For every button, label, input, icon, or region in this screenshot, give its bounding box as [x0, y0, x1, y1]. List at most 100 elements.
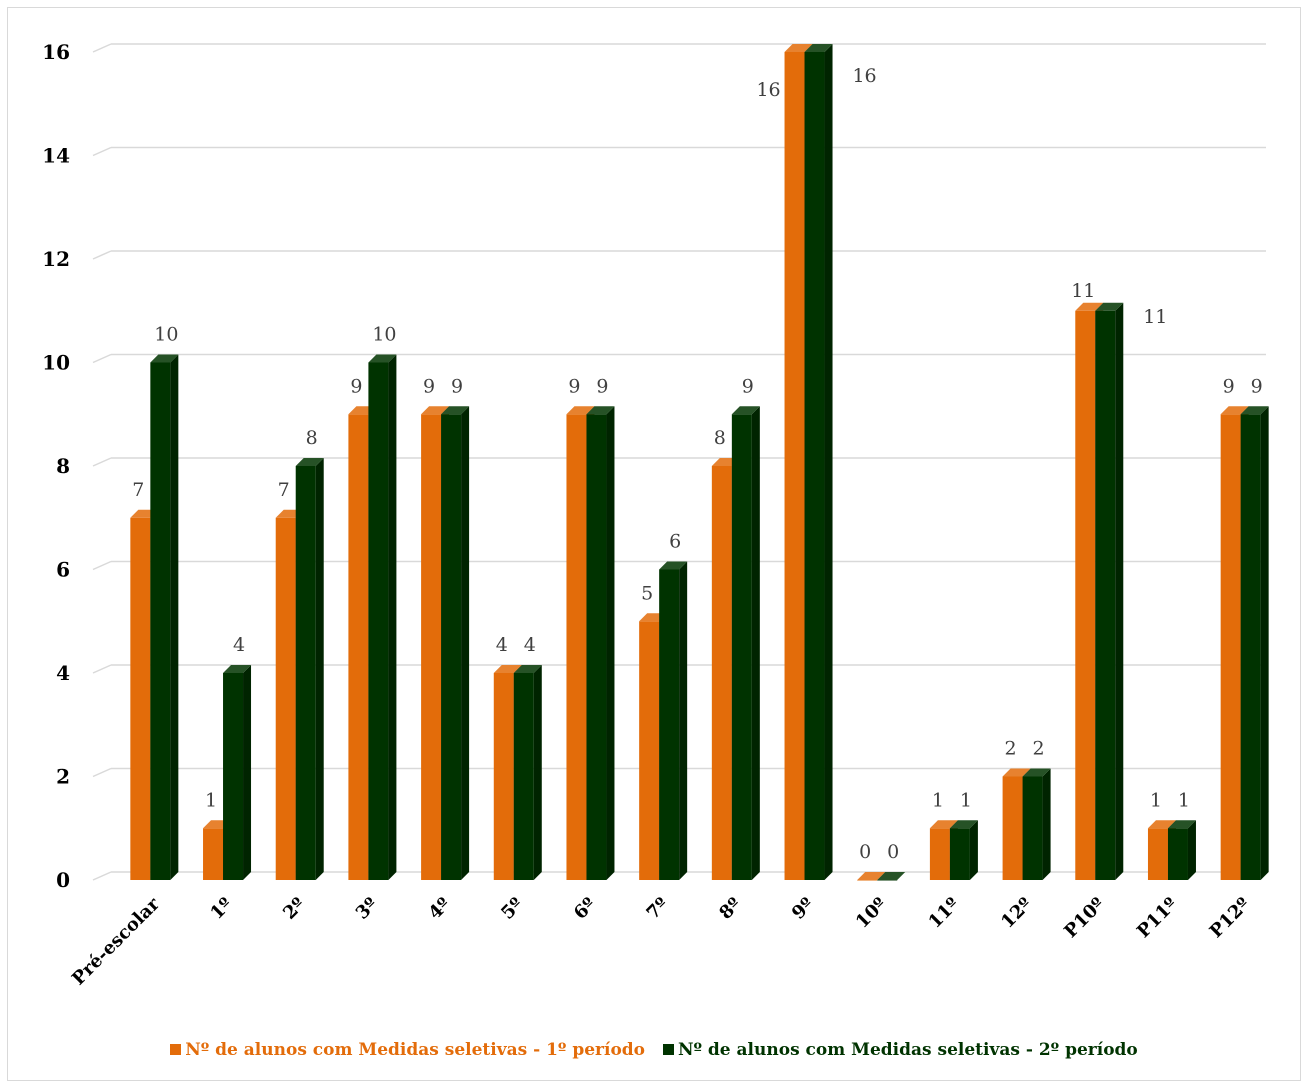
bar-top: [566, 406, 595, 415]
bar: [659, 569, 680, 880]
y-tick-label: 12: [42, 247, 70, 271]
bar: [203, 828, 224, 880]
legend-swatch-period-2: [662, 1044, 674, 1055]
data-label: 4: [496, 634, 508, 656]
bar: [130, 517, 151, 880]
gridline-depth: [92, 560, 112, 571]
data-label: 16: [852, 65, 876, 87]
x-tick-label: 11º: [925, 894, 964, 933]
y-tick-label: 6: [56, 558, 70, 582]
bar: [711, 466, 732, 880]
bar: [493, 673, 514, 880]
x-tick-label: 4º: [425, 894, 455, 924]
legend-item-period-1: Nº de alunos com Medidas seletivas - 1º …: [170, 1040, 645, 1060]
bar-top: [1095, 302, 1124, 311]
data-label: 6: [669, 531, 681, 553]
bar: [295, 466, 316, 880]
data-label: 1: [1150, 789, 1162, 811]
bar-side: [388, 354, 397, 880]
x-tick-label: 7º: [643, 894, 673, 924]
bar-top: [1147, 820, 1176, 829]
bar: [804, 52, 825, 880]
data-label: 9: [568, 375, 580, 397]
legend: Nº de alunos com Medidas seletivas - 1º …: [0, 1040, 1308, 1060]
y-tick-label: 16: [42, 40, 70, 64]
bar: [566, 414, 587, 880]
bar: [368, 362, 389, 880]
y-tick-label: 8: [56, 454, 70, 478]
gridline-depth: [92, 664, 112, 674]
bar-top: [441, 406, 470, 415]
x-tick-label: 8º: [715, 894, 745, 924]
bar: [1220, 414, 1241, 880]
bar-side: [461, 406, 470, 880]
data-label: 1: [205, 789, 217, 811]
bar-top: [1022, 768, 1051, 777]
x-tick-label: 9º: [788, 894, 818, 924]
data-label: 7: [278, 479, 290, 501]
data-label: 1: [1178, 789, 1190, 811]
x-tick-label: 1º: [206, 894, 236, 924]
bar: [639, 621, 660, 880]
data-label: 2: [1033, 738, 1045, 760]
bar-top: [784, 44, 813, 52]
bar: [1167, 828, 1188, 880]
bar-top: [150, 354, 179, 363]
data-label: 8: [714, 427, 726, 449]
bar: [586, 414, 607, 880]
bar-top: [223, 665, 252, 673]
gridline-depth: [92, 353, 112, 364]
bar-side: [170, 354, 179, 880]
x-tick-label: 5º: [497, 894, 527, 924]
bar-side: [1260, 406, 1269, 880]
bar: [731, 414, 752, 880]
bar: [929, 828, 950, 880]
legend-item-period-2: Nº de alunos com Medidas seletivas - 2º …: [662, 1040, 1138, 1060]
data-label: 9: [742, 375, 754, 397]
bar-top: [1220, 406, 1249, 415]
bar: [1075, 310, 1096, 880]
data-label: 2: [1005, 738, 1017, 760]
data-label: 8: [306, 427, 318, 449]
x-tick-label: P11º: [1133, 894, 1182, 943]
bar-side: [679, 561, 688, 880]
bar-side: [824, 44, 833, 880]
y-tick-label: 10: [42, 351, 70, 375]
bar-top: [1240, 406, 1269, 415]
gridline-depth: [92, 457, 112, 467]
data-label: 5: [641, 582, 653, 604]
gridline-depth: [92, 146, 112, 157]
data-label: 11: [1071, 280, 1095, 302]
bar: [1022, 776, 1043, 880]
bar-top: [1167, 820, 1196, 829]
data-label: 0: [887, 841, 899, 863]
data-label: 11: [1143, 306, 1167, 328]
bar-side: [243, 665, 252, 880]
bar-side: [1187, 820, 1196, 880]
bar-side: [969, 820, 978, 880]
bar: [348, 414, 369, 880]
x-tick-label: 2º: [279, 894, 309, 924]
bar: [857, 880, 878, 881]
data-label: 9: [1223, 375, 1235, 397]
bar-top: [949, 820, 978, 829]
bar: [421, 414, 442, 880]
bar: [784, 52, 805, 880]
x-tick-label: 12º: [997, 894, 1036, 933]
data-label: 0: [859, 841, 871, 863]
x-tick-label: P10º: [1060, 894, 1109, 943]
bar: [275, 517, 296, 880]
data-label: 1: [932, 789, 944, 811]
bar-side: [1115, 302, 1124, 880]
bar: [441, 414, 462, 880]
bar-top: [659, 561, 688, 570]
bar-top: [295, 458, 324, 466]
bar-side: [606, 406, 615, 880]
data-label: 10: [154, 324, 178, 346]
gridline-depth: [92, 250, 112, 260]
gridline-depth: [92, 871, 112, 881]
bar: [1002, 776, 1023, 880]
bar: [877, 880, 898, 881]
data-label: 4: [233, 634, 245, 656]
y-tick-label: 4: [56, 661, 70, 685]
